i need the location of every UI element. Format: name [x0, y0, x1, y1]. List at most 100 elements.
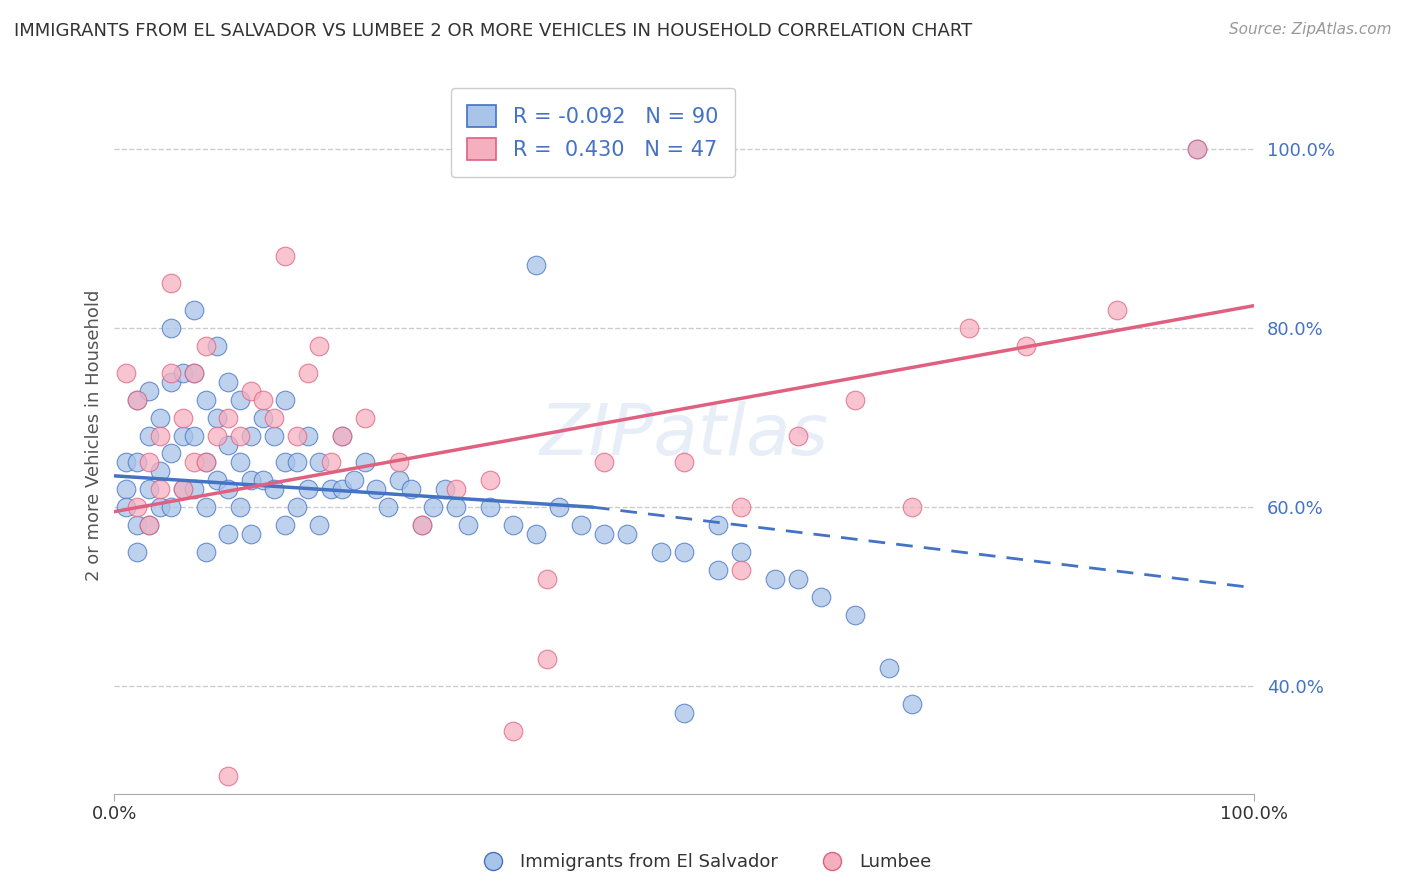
- Point: [114, 483, 136, 497]
- Point: [399, 483, 422, 497]
- Point: [160, 321, 183, 335]
- Point: [330, 428, 353, 442]
- Point: [127, 392, 149, 407]
- Point: [479, 500, 502, 515]
- Point: [252, 392, 274, 407]
- Point: [205, 339, 228, 353]
- Point: [285, 428, 308, 442]
- Point: [114, 500, 136, 515]
- Point: [160, 366, 183, 380]
- Point: [217, 769, 239, 783]
- Point: [343, 473, 366, 487]
- Point: [183, 366, 205, 380]
- Point: [274, 392, 297, 407]
- Point: [672, 455, 695, 469]
- Point: [228, 455, 250, 469]
- Point: [1185, 142, 1208, 156]
- Point: [650, 545, 672, 559]
- Point: [149, 410, 172, 425]
- Point: [263, 483, 285, 497]
- Point: [763, 572, 786, 586]
- Point: [127, 392, 149, 407]
- Point: [457, 518, 479, 533]
- Point: [502, 518, 524, 533]
- Point: [240, 473, 263, 487]
- Point: [194, 392, 217, 407]
- Point: [730, 563, 752, 577]
- Legend: Immigrants from El Salvador, Lumbee: Immigrants from El Salvador, Lumbee: [468, 847, 938, 879]
- Point: [536, 572, 558, 586]
- Point: [138, 384, 160, 398]
- Point: [138, 518, 160, 533]
- Point: [160, 500, 183, 515]
- Point: [366, 483, 388, 497]
- Legend: R = -0.092   N = 90, R =  0.430   N = 47: R = -0.092 N = 90, R = 0.430 N = 47: [450, 87, 735, 177]
- Point: [1015, 339, 1038, 353]
- Point: [411, 518, 433, 533]
- Point: [285, 500, 308, 515]
- Point: [354, 410, 377, 425]
- Point: [672, 706, 695, 720]
- Point: [252, 410, 274, 425]
- Point: [844, 392, 866, 407]
- Point: [297, 428, 319, 442]
- Point: [444, 500, 467, 515]
- Text: IMMIGRANTS FROM EL SALVADOR VS LUMBEE 2 OR MORE VEHICLES IN HOUSEHOLD CORRELATIO: IMMIGRANTS FROM EL SALVADOR VS LUMBEE 2 …: [14, 22, 973, 40]
- Point: [571, 518, 593, 533]
- Point: [730, 545, 752, 559]
- Point: [844, 607, 866, 622]
- Point: [138, 518, 160, 533]
- Point: [194, 455, 217, 469]
- Point: [149, 500, 172, 515]
- Point: [308, 455, 330, 469]
- Point: [138, 455, 160, 469]
- Point: [194, 339, 217, 353]
- Point: [319, 455, 342, 469]
- Point: [901, 697, 924, 711]
- Point: [172, 410, 194, 425]
- Point: [274, 250, 297, 264]
- Point: [194, 455, 217, 469]
- Point: [388, 455, 411, 469]
- Point: [228, 500, 250, 515]
- Point: [205, 473, 228, 487]
- Point: [183, 303, 205, 318]
- Point: [330, 428, 353, 442]
- Point: [536, 652, 558, 666]
- Point: [672, 545, 695, 559]
- Point: [411, 518, 433, 533]
- Point: [810, 590, 832, 604]
- Point: [194, 545, 217, 559]
- Point: [524, 259, 547, 273]
- Point: [786, 428, 808, 442]
- Point: [127, 545, 149, 559]
- Point: [502, 724, 524, 739]
- Point: [786, 572, 808, 586]
- Point: [217, 527, 239, 541]
- Point: [228, 392, 250, 407]
- Point: [240, 527, 263, 541]
- Point: [274, 455, 297, 469]
- Text: Source: ZipAtlas.com: Source: ZipAtlas.com: [1229, 22, 1392, 37]
- Point: [172, 483, 194, 497]
- Point: [217, 437, 239, 451]
- Point: [252, 473, 274, 487]
- Point: [114, 366, 136, 380]
- Point: [138, 483, 160, 497]
- Point: [172, 428, 194, 442]
- Point: [217, 410, 239, 425]
- Point: [205, 410, 228, 425]
- Point: [263, 410, 285, 425]
- Point: [194, 500, 217, 515]
- Point: [183, 483, 205, 497]
- Point: [319, 483, 342, 497]
- Point: [524, 527, 547, 541]
- Point: [172, 366, 194, 380]
- Point: [297, 483, 319, 497]
- Point: [240, 384, 263, 398]
- Text: ZIPatlas: ZIPatlas: [540, 401, 828, 470]
- Point: [616, 527, 638, 541]
- Point: [547, 500, 569, 515]
- Point: [217, 375, 239, 389]
- Point: [1105, 303, 1128, 318]
